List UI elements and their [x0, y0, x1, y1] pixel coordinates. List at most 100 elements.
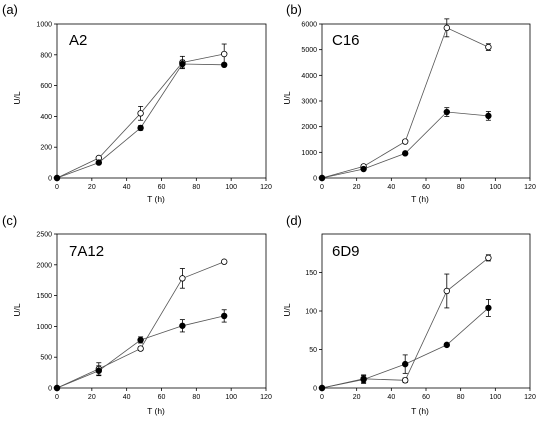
open-circle-point [485, 254, 492, 262]
filled-circle-point [402, 360, 409, 368]
x-tick-label: 20 [353, 184, 361, 191]
filled-circle-point [137, 124, 144, 132]
filled-circle-point [220, 312, 228, 320]
open-circle-point [137, 345, 144, 352]
y-tick-label: 400 [40, 114, 52, 121]
panel-label: (a) [2, 2, 18, 17]
filled-circle-point [95, 159, 102, 166]
x-axis-label: T (h) [411, 406, 429, 416]
x-tick-label: 80 [192, 184, 200, 191]
filled-circle-point [485, 304, 492, 312]
plot-area: 0 20 40 60 80 100 120 0 1000 2000 3000 4000 5000 6000 [301, 18, 536, 191]
panel-a: (a) A2 U/L T (h) 0 20 40 60 80 100 120 0 200 400 6… [2, 2, 272, 204]
y-tick-label: 1000 [36, 324, 52, 331]
series-line-open [56, 261, 225, 389]
y-tick-label: 0 [48, 386, 52, 393]
filled-circle-point [360, 165, 367, 173]
y-tick-label: 200 [40, 145, 52, 152]
filled-circle-point [220, 61, 228, 69]
y-axis-label: U/L [12, 91, 22, 105]
panel-d: (d) 6D9 U/L T (h) 0 20 40 60 80 100 120 0 50 100 1… [282, 213, 536, 416]
y-tick-label: 1000 [36, 22, 52, 29]
y-tick-label: 1500 [36, 293, 52, 300]
x-tick-label: 20 [88, 394, 96, 401]
filled-circle-point [53, 384, 61, 392]
y-tick-label: 500 [40, 355, 52, 362]
y-tick-label: 2000 [36, 262, 52, 269]
panel-label: (b) [286, 2, 302, 17]
panel-label: (d) [286, 213, 302, 228]
y-tick-label: 0 [48, 176, 52, 183]
panel-title: 7A12 [69, 243, 104, 260]
open-circle-point [220, 258, 228, 265]
x-tick-label: 40 [123, 184, 131, 191]
x-tick-label: 60 [158, 184, 166, 191]
y-tick-label: 1000 [301, 150, 317, 157]
y-tick-label: 2000 [301, 124, 317, 131]
filled-circle-point [318, 384, 326, 392]
x-tick-label: 20 [88, 184, 96, 191]
open-circle-point [137, 110, 144, 117]
y-axis-label: U/L [282, 303, 292, 317]
filled-circle-point [137, 336, 144, 344]
series-line-filled [56, 63, 225, 179]
panel-c: (c) 7A12 U/L T (h) 0 20 40 60 80 100 120 0 500 10… [2, 213, 272, 416]
y-tick-label: 100 [305, 309, 317, 316]
open-circle-point [402, 377, 409, 384]
y-tick-label: 0 [313, 176, 317, 183]
x-tick-label: 100 [225, 184, 237, 191]
filled-circle-point [179, 322, 186, 329]
plot-area: 0 20 40 60 80 100 120 0 50 100 150 [305, 233, 536, 401]
y-tick-label: 5000 [301, 47, 317, 54]
x-tick-label: 0 [320, 394, 324, 401]
x-axis-label: T (h) [147, 194, 165, 204]
filled-circle-point [95, 367, 102, 374]
x-tick-label: 40 [387, 394, 395, 401]
x-tick-label: 60 [422, 394, 430, 401]
y-tick-label: 600 [40, 83, 52, 90]
x-tick-label: 60 [158, 394, 166, 401]
x-tick-label: 0 [55, 394, 59, 401]
x-tick-label: 80 [192, 394, 200, 401]
x-tick-label: 0 [55, 184, 59, 191]
x-tick-label: 80 [457, 394, 465, 401]
open-circle-point [443, 24, 450, 32]
x-tick-label: 120 [524, 184, 536, 191]
filled-circle-point [443, 341, 450, 349]
x-tick-label: 20 [353, 394, 361, 401]
x-tick-label: 120 [260, 394, 272, 401]
filled-circle-point [485, 112, 492, 120]
panel-title: 6D9 [332, 243, 360, 260]
filled-circle-point [360, 376, 367, 383]
series-line-filled [321, 307, 489, 389]
panel-title: A2 [69, 32, 87, 49]
x-tick-label: 80 [457, 184, 465, 191]
plot-frame [56, 23, 267, 179]
plot-area: 0 20 40 60 80 100 120 0 200 400 600 800 1000 [36, 22, 272, 192]
y-tick-label: 0 [313, 386, 317, 393]
series-line-filled [56, 315, 225, 389]
open-circle-point [220, 50, 228, 58]
filled-circle-point [318, 174, 326, 182]
panel-title: C16 [332, 32, 360, 49]
filled-circle-point [443, 108, 450, 116]
x-tick-label: 120 [524, 394, 536, 401]
x-tick-label: 0 [320, 184, 324, 191]
x-tick-label: 100 [489, 184, 501, 191]
x-tick-label: 40 [387, 184, 395, 191]
y-tick-label: 800 [40, 52, 52, 59]
open-circle-point [443, 287, 450, 295]
filled-circle-point [179, 60, 186, 68]
x-axis-label: T (h) [147, 406, 165, 416]
y-tick-label: 150 [305, 270, 317, 277]
open-circle-point [485, 43, 492, 51]
y-tick-label: 6000 [301, 22, 317, 29]
x-tick-label: 60 [422, 184, 430, 191]
x-tick-label: 40 [123, 394, 131, 401]
panel-b: (b) C16 U/L T (h) 0 20 40 60 80 100 120 0 1000 20… [282, 2, 536, 204]
y-axis-label: U/L [12, 303, 22, 317]
y-tick-label: 4000 [301, 73, 317, 80]
x-tick-label: 100 [489, 394, 501, 401]
x-axis-label: T (h) [411, 194, 429, 204]
